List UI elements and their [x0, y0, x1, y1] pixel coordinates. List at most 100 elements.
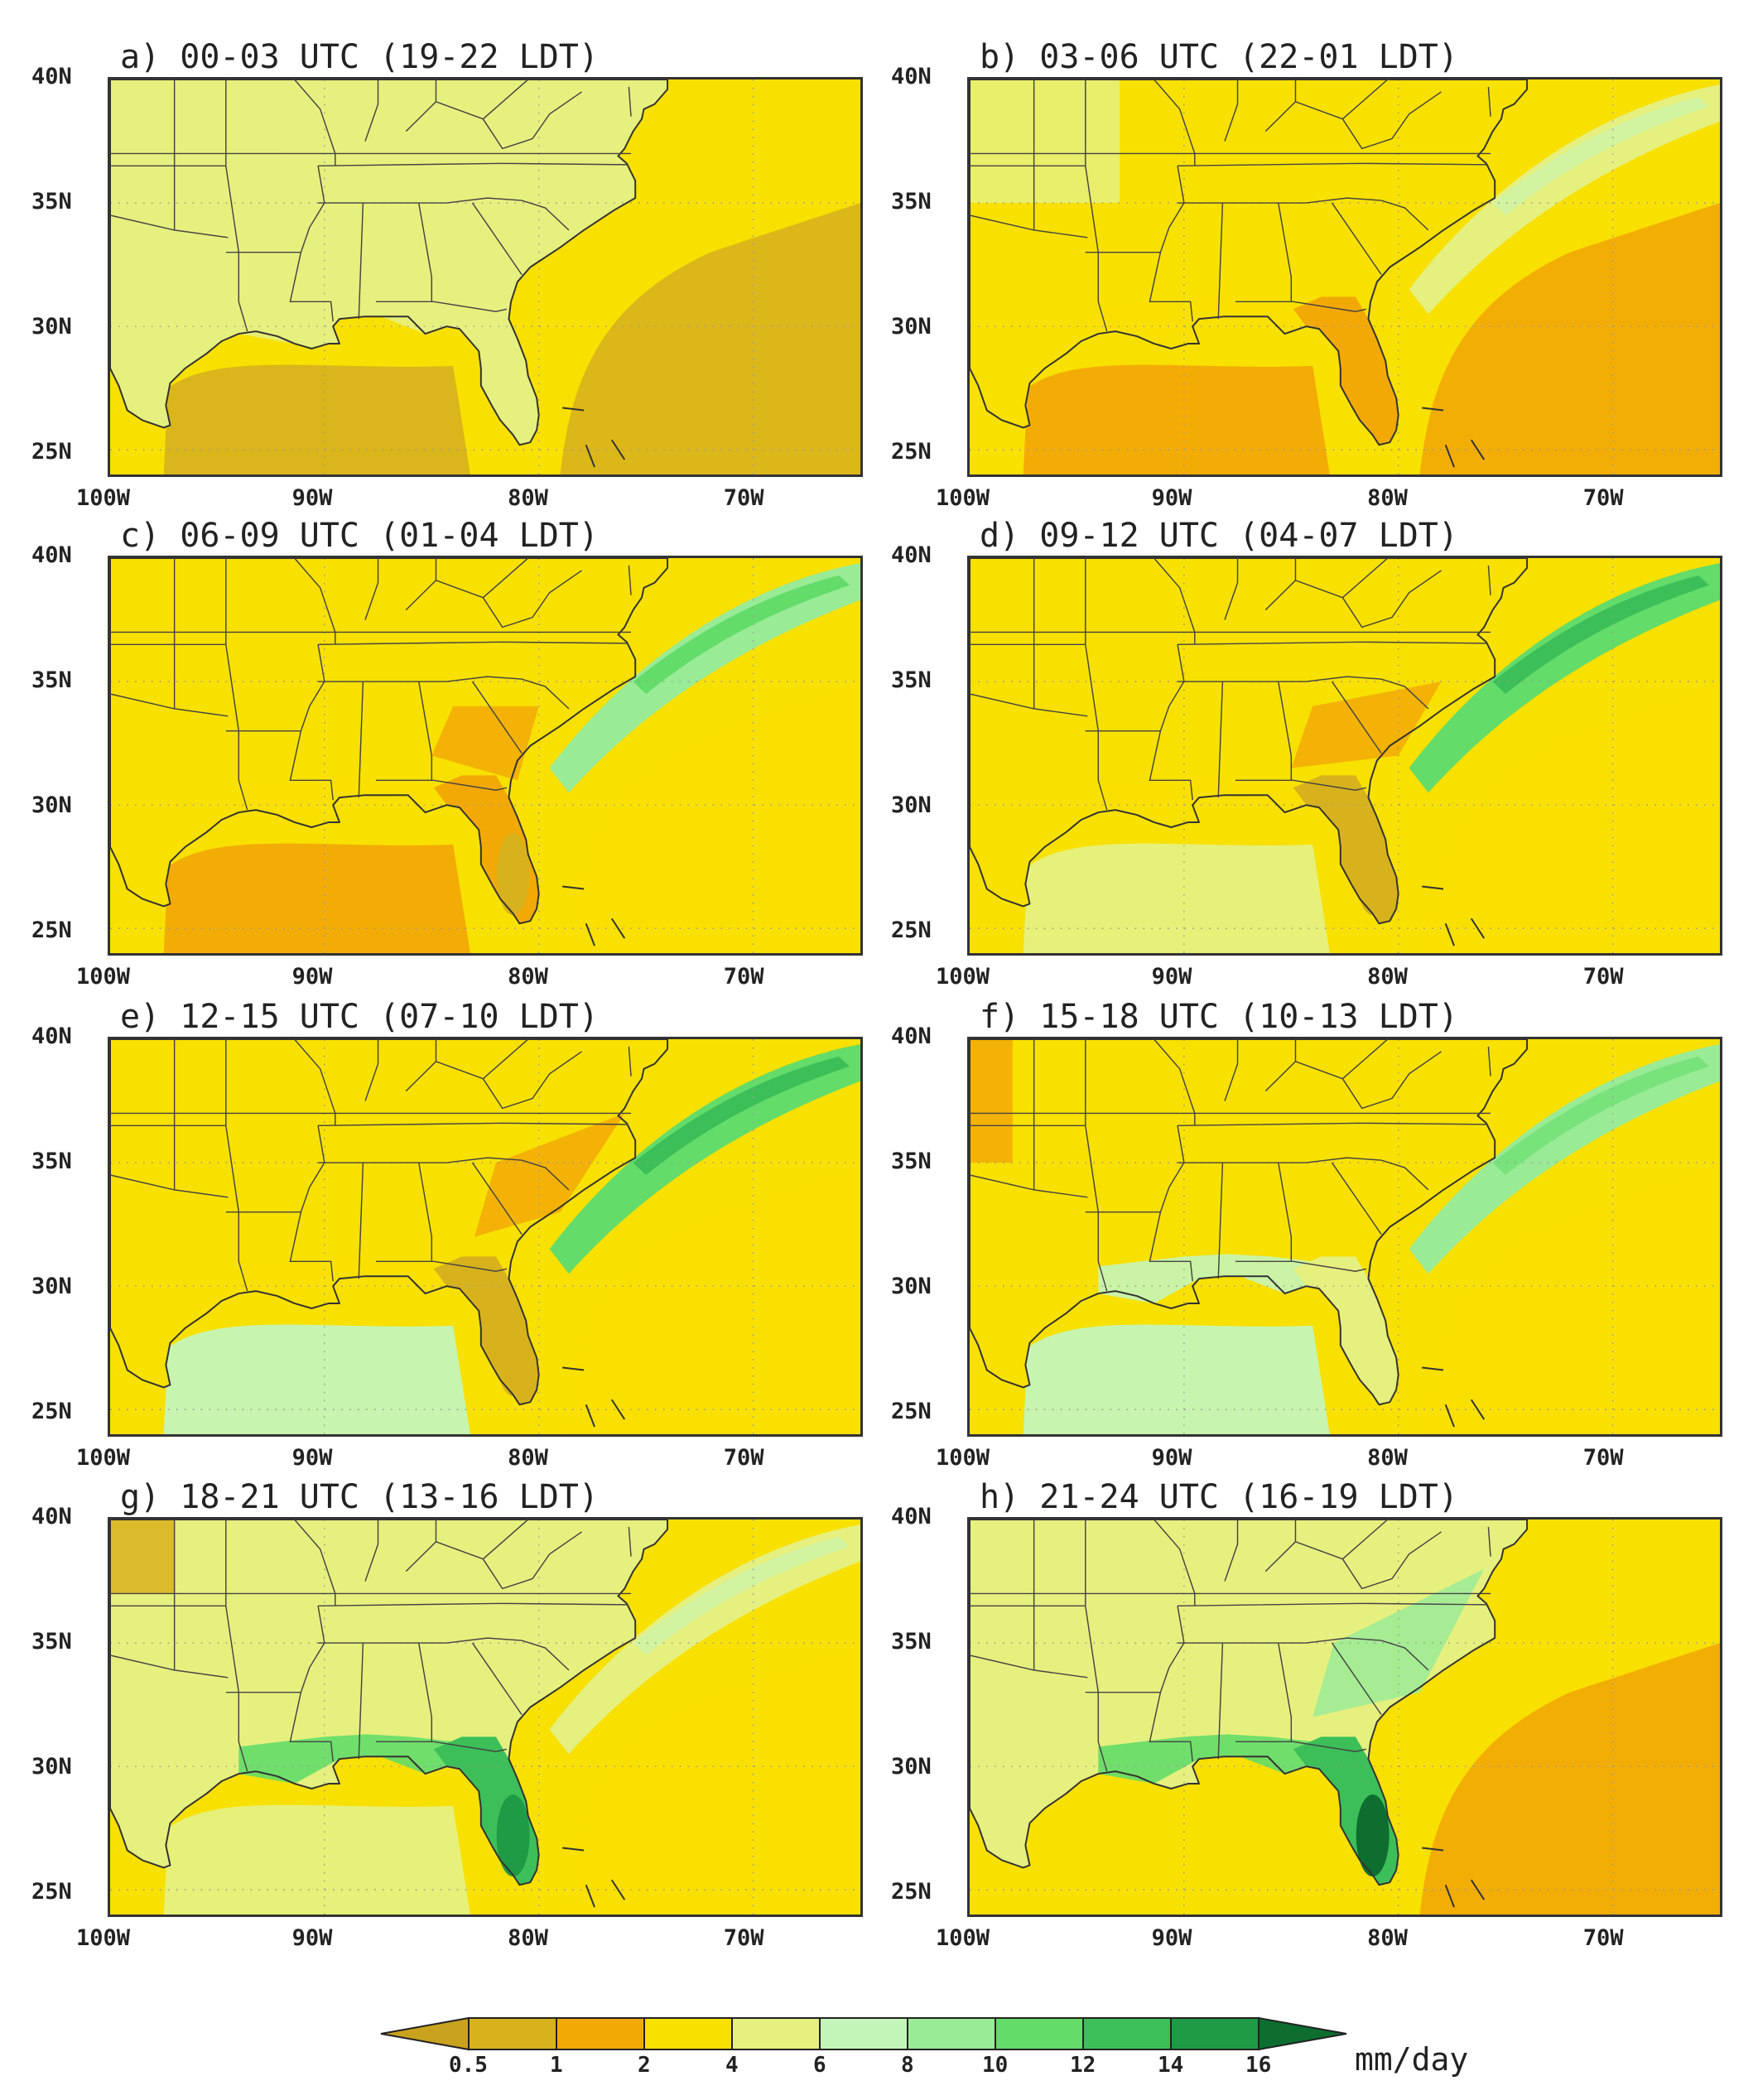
map-panel-a [108, 77, 863, 477]
lon-tick-label: 70W [1582, 1925, 1624, 1951]
lat-tick-label: 40N [31, 64, 72, 89]
lat-tick-label: 30N [891, 792, 932, 818]
lat-tick-label: 25N [31, 1878, 72, 1905]
map-panel-c [108, 556, 863, 956]
colorbar-level-label: 4 [725, 2053, 739, 2078]
colorbar-level-label: 1 [550, 2053, 563, 2078]
lon-tick-label: 100W [76, 964, 131, 990]
lon-tick-label: 100W [936, 964, 990, 990]
precip-map-a [110, 79, 860, 474]
lat-tick-label: 30N [891, 313, 932, 340]
lon-tick-label: 80W [508, 1925, 548, 1951]
colorbar-swatch [819, 2017, 908, 2050]
lon-tick-label: 90W [1151, 964, 1192, 990]
panel-title-h: h) 21-24 UTC (16-19 LDT) [980, 1478, 1458, 1516]
lat-tick-label: 40N [31, 1504, 72, 1529]
lat-tick-label: 40N [891, 1024, 932, 1049]
colorbar-level-label: 12 [1070, 2053, 1096, 2078]
lat-tick-label: 25N [31, 438, 72, 465]
colorbar-level-label: 0.5 [449, 2053, 488, 2078]
precip-map-d [970, 558, 1720, 953]
map-panel-g [108, 1517, 863, 1917]
colorbar-level-label: 16 [1245, 2053, 1272, 2078]
lat-tick-label: 25N [31, 1398, 72, 1424]
lon-tick-label: 100W [76, 485, 131, 511]
colorbar-swatch [731, 2017, 821, 2050]
lon-tick-label: 80W [1367, 485, 1408, 511]
panel-title-c: c) 06-09 UTC (01-04 LDT) [120, 517, 599, 555]
lon-tick-label: 90W [291, 1445, 333, 1471]
colorbar-swatch [1082, 2017, 1172, 2050]
lat-tick-label: 35N [891, 1148, 932, 1174]
panel-title-b: b) 03-06 UTC (22-01 LDT) [980, 38, 1458, 76]
panel-title-d: d) 09-12 UTC (04-07 LDT) [980, 517, 1458, 555]
lat-tick-label: 40N [891, 64, 932, 89]
lat-tick-label: 35N [31, 188, 72, 214]
lat-tick-label: 25N [891, 438, 932, 465]
lon-tick-label: 70W [1582, 1445, 1624, 1471]
colorbar-low-arrow [380, 2016, 470, 2051]
precip-map-f [970, 1039, 1720, 1434]
lat-tick-label: 35N [31, 1628, 72, 1654]
colorbar [380, 2016, 1347, 2051]
lat-tick-label: 30N [891, 1753, 932, 1780]
panel-title-f: f) 15-18 UTC (10-13 LDT) [980, 998, 1458, 1036]
lon-tick-label: 80W [1367, 964, 1408, 990]
lat-tick-label: 40N [891, 542, 932, 568]
lon-tick-label: 80W [1367, 1925, 1408, 1951]
lat-tick-label: 40N [31, 542, 72, 568]
lat-tick-label: 35N [31, 667, 72, 693]
lat-tick-label: 40N [891, 1504, 932, 1529]
lat-tick-label: 25N [891, 917, 932, 943]
lon-tick-label: 70W [1582, 485, 1624, 511]
lon-tick-label: 80W [508, 485, 548, 511]
map-panel-h [967, 1517, 1722, 1917]
lon-tick-label: 100W [936, 1445, 990, 1471]
precip-map-e [110, 1039, 860, 1434]
colorbar-level-label: 10 [982, 2053, 1009, 2078]
lon-tick-label: 80W [508, 964, 548, 990]
lon-tick-label: 100W [936, 1925, 990, 1951]
lon-tick-label: 90W [1151, 485, 1192, 511]
lon-tick-label: 80W [1367, 1445, 1408, 1471]
lon-tick-label: 80W [508, 1445, 548, 1471]
panel-title-a: a) 00-03 UTC (19-22 LDT) [120, 38, 599, 76]
colorbar-swatch [556, 2017, 645, 2050]
map-panel-e [108, 1037, 863, 1437]
precip-map-c [110, 558, 860, 953]
lat-tick-label: 30N [31, 313, 72, 340]
lon-tick-label: 70W [723, 485, 764, 511]
colorbar-swatch [907, 2017, 996, 2050]
precip-map-g [110, 1520, 860, 1915]
lon-tick-label: 90W [1151, 1925, 1192, 1951]
map-panel-d [967, 556, 1722, 956]
lat-tick-label: 25N [31, 917, 72, 943]
lat-tick-label: 30N [31, 1273, 72, 1299]
lat-tick-label: 30N [31, 792, 72, 818]
lat-tick-label: 30N [891, 1273, 932, 1299]
precip-map-h [970, 1520, 1720, 1915]
colorbar-level-label: 6 [813, 2053, 826, 2078]
lon-tick-label: 70W [723, 964, 764, 990]
colorbar-level-label: 14 [1158, 2053, 1184, 2078]
lon-tick-label: 70W [723, 1925, 764, 1951]
colorbar-swatch [1170, 2017, 1259, 2050]
colorbar-units: mm/day [1355, 2041, 1469, 2078]
colorbar-swatch [643, 2017, 733, 2050]
panel-title-g: g) 18-21 UTC (13-16 LDT) [120, 1478, 599, 1516]
colorbar-level-label: 2 [638, 2053, 651, 2078]
lon-tick-label: 100W [936, 485, 990, 511]
colorbar-swatch [468, 2017, 557, 2050]
map-panel-f [967, 1037, 1722, 1437]
lon-tick-label: 90W [291, 485, 333, 511]
lon-tick-label: 100W [76, 1925, 131, 1951]
lon-tick-label: 90W [291, 1925, 333, 1951]
colorbar-swatch [995, 2017, 1084, 2050]
lon-tick-label: 70W [1582, 964, 1624, 990]
lon-tick-label: 70W [723, 1445, 764, 1471]
colorbar-level-label: 8 [901, 2053, 914, 2078]
map-panel-b [967, 77, 1722, 477]
lat-tick-label: 35N [891, 667, 932, 693]
lat-tick-label: 35N [891, 1628, 932, 1654]
